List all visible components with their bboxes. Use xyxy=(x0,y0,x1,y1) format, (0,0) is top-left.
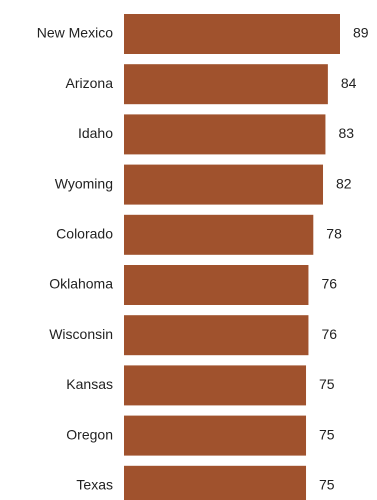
value-label-new-mexico: 89 xyxy=(353,25,369,41)
value-label-oregon: 75 xyxy=(319,426,335,442)
bar-idaho xyxy=(124,114,326,155)
value-label-wisconsin: 76 xyxy=(321,326,337,342)
value-label-idaho: 83 xyxy=(338,125,354,141)
bar-texas xyxy=(124,465,307,500)
category-label-oregon: Oregon xyxy=(66,426,113,442)
bar-colorado xyxy=(124,214,314,255)
value-label-texas: 75 xyxy=(319,477,335,493)
category-label-wisconsin: Wisconsin xyxy=(49,326,113,342)
value-label-colorado: 78 xyxy=(326,226,342,242)
category-label-new-mexico: New Mexico xyxy=(37,25,113,41)
value-label-oklahoma: 76 xyxy=(321,276,337,292)
value-labels: 89 84 83 82 78 76 76 75 75 75 xyxy=(319,25,369,493)
category-labels: New Mexico Arizona Idaho Wyoming Colorado Okl… xyxy=(37,25,113,493)
value-label-wyoming: 82 xyxy=(336,175,352,191)
bar-kansas xyxy=(124,365,307,406)
category-label-wyoming: Wyoming xyxy=(55,175,113,191)
value-label-arizona: 84 xyxy=(341,75,357,91)
bar-oregon xyxy=(124,415,307,456)
bar-new-mexico xyxy=(124,14,340,54)
category-label-oklahoma: Oklahoma xyxy=(49,276,113,292)
category-label-colorado: Colorado xyxy=(56,226,113,242)
bar-arizona xyxy=(124,64,328,105)
value-label-kansas: 75 xyxy=(319,376,335,392)
bars-group xyxy=(124,14,340,500)
bar-wisconsin xyxy=(124,315,309,356)
bar-wyoming xyxy=(124,164,324,205)
bar-oklahoma xyxy=(124,265,309,305)
category-label-arizona: Arizona xyxy=(66,75,114,91)
category-label-kansas: Kansas xyxy=(66,376,113,392)
category-label-idaho: Idaho xyxy=(78,125,113,141)
category-label-texas: Texas xyxy=(76,477,113,493)
